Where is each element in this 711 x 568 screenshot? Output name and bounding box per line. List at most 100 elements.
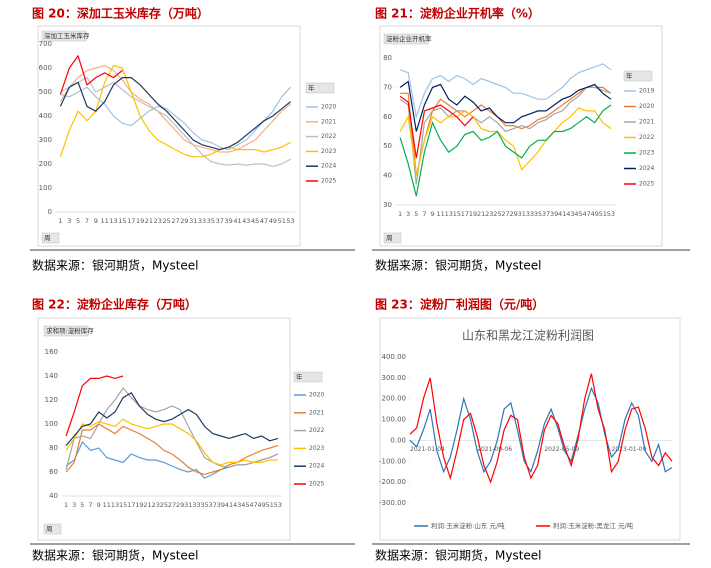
legend-title-button xyxy=(293,371,323,383)
x-tick-label: 2021-01-04 xyxy=(410,446,445,453)
field-button xyxy=(43,325,89,337)
x-tick-label: 53 xyxy=(274,501,282,509)
x-tick-label: 31 xyxy=(184,501,192,509)
x-tick-label: 11 xyxy=(436,210,444,218)
x-tick-label: 41 xyxy=(558,210,566,218)
legend-label: 2022 xyxy=(639,134,654,141)
x-tick-label: 43 xyxy=(233,501,241,509)
axis-button-label: 周 xyxy=(44,234,51,242)
x-tick-label: 2023-01-09 xyxy=(612,446,647,453)
y-tick-label: 60 xyxy=(383,113,392,121)
y-tick-label: 120 xyxy=(45,396,58,404)
y-tick-label: 500 xyxy=(39,88,52,96)
x-tick-label: 21 xyxy=(145,217,153,225)
x-tick-label: 13 xyxy=(445,210,453,218)
series-line xyxy=(59,64,291,153)
series-line xyxy=(399,104,612,197)
legend-label: 2024 xyxy=(639,165,654,172)
x-tick-label: 25 xyxy=(163,217,171,225)
figure-caption: 图 22：淀粉企业库存（万吨） xyxy=(32,297,197,312)
x-tick-label: 1 xyxy=(64,501,68,509)
legend-label: 2021 xyxy=(639,119,654,126)
x-tick-label: 27 xyxy=(168,501,176,509)
y-tick-label: 80 xyxy=(383,54,392,62)
legend-label: 2022 xyxy=(309,427,324,434)
y-tick-label: 300.00 xyxy=(382,374,407,382)
x-tick-label: 11 xyxy=(103,501,111,509)
legend-title: 年 xyxy=(308,83,315,92)
legend-label: 2022 xyxy=(321,133,336,140)
x-tick-label: 37 xyxy=(209,501,217,509)
x-tick-label: 45 xyxy=(241,501,249,509)
x-tick-label: 35 xyxy=(534,210,542,218)
x-tick-label: 1 xyxy=(58,217,62,225)
x-tick-label: 9 xyxy=(97,501,101,509)
x-tick-label: 33 xyxy=(198,217,206,225)
x-tick-label: 29 xyxy=(176,501,184,509)
y-tick-label: 200.00 xyxy=(382,395,407,403)
legend-title: 年 xyxy=(626,71,633,80)
legend-label: 2023 xyxy=(321,148,336,155)
y-tick-label: 70 xyxy=(383,83,392,91)
series-line xyxy=(409,386,673,474)
legend-title: 年 xyxy=(296,372,303,381)
x-tick-label: 21 xyxy=(143,501,151,509)
field-button xyxy=(383,33,429,45)
y-tick-label: -300.00 xyxy=(379,499,406,507)
y-tick-label: 60 xyxy=(49,468,58,476)
chart-frame xyxy=(379,317,681,541)
x-tick-label: 41 xyxy=(233,217,241,225)
figure-caption: 图 23：淀粉厂利润图（元/吨） xyxy=(375,297,544,312)
x-tick-label: 19 xyxy=(136,217,144,225)
x-tick-label: 35 xyxy=(200,501,208,509)
x-tick-label: 15 xyxy=(118,217,126,225)
x-tick-label: 3 xyxy=(72,501,76,509)
figure-caption: 图 21：淀粉企业开机率（%） xyxy=(375,6,540,21)
y-tick-label: 400.00 xyxy=(382,353,407,361)
series-line xyxy=(65,375,124,437)
chart-frame xyxy=(37,25,301,247)
series-line xyxy=(65,423,279,476)
legend-label: 利润:玉米淀粉:山东 元/吨 xyxy=(431,521,505,530)
x-tick-label: 21 xyxy=(477,210,485,218)
y-tick-label: -200.00 xyxy=(379,478,406,486)
x-tick-label: 13 xyxy=(109,217,117,225)
y-tick-label: 300 xyxy=(39,136,52,144)
chart-title: 山东和黑龙江淀粉利润图 xyxy=(462,329,594,343)
y-tick-label: 0 xyxy=(48,208,52,216)
legend-label: 2024 xyxy=(309,463,324,470)
x-tick-label: 17 xyxy=(461,210,469,218)
field-button xyxy=(41,30,87,42)
y-tick-label: 100 xyxy=(45,420,58,428)
x-tick-label: 39 xyxy=(550,210,558,218)
source-note: 数据来源：银河期货，Mysteel xyxy=(32,548,199,563)
source-note: 数据来源：银河期货，Mysteel xyxy=(375,258,542,273)
y-tick-label: 40 xyxy=(383,172,392,180)
legend-label: 利润:玉米淀粉:黑龙江 元/吨 xyxy=(553,521,634,530)
legend-title-button xyxy=(623,70,653,82)
series-line xyxy=(65,391,279,446)
x-tick-label: 53 xyxy=(607,210,615,218)
legend-label: 2021 xyxy=(309,409,324,416)
x-tick-label: 41 xyxy=(225,501,233,509)
source-note: 数据来源：银河期货，Mysteel xyxy=(32,258,199,273)
x-tick-label: 47 xyxy=(582,210,590,218)
x-tick-label: 49 xyxy=(269,217,277,225)
x-tick-label: 15 xyxy=(453,210,461,218)
y-tick-label: 200 xyxy=(39,160,52,168)
x-tick-label: 23 xyxy=(485,210,493,218)
y-tick-label: 50 xyxy=(383,142,392,150)
legend-label: 2020 xyxy=(639,103,654,110)
x-tick-label: 27 xyxy=(171,217,179,225)
y-tick-label: 600 xyxy=(39,64,52,72)
x-tick-label: 13 xyxy=(111,501,119,509)
x-tick-label: 5 xyxy=(414,210,418,218)
series-line xyxy=(399,95,474,159)
legend-label: 2023 xyxy=(309,445,324,452)
x-tick-label: 43 xyxy=(242,217,250,225)
legend-label: 2021 xyxy=(321,118,336,125)
axis-button xyxy=(41,232,60,244)
x-tick-label: 45 xyxy=(574,210,582,218)
series-line xyxy=(399,80,612,132)
